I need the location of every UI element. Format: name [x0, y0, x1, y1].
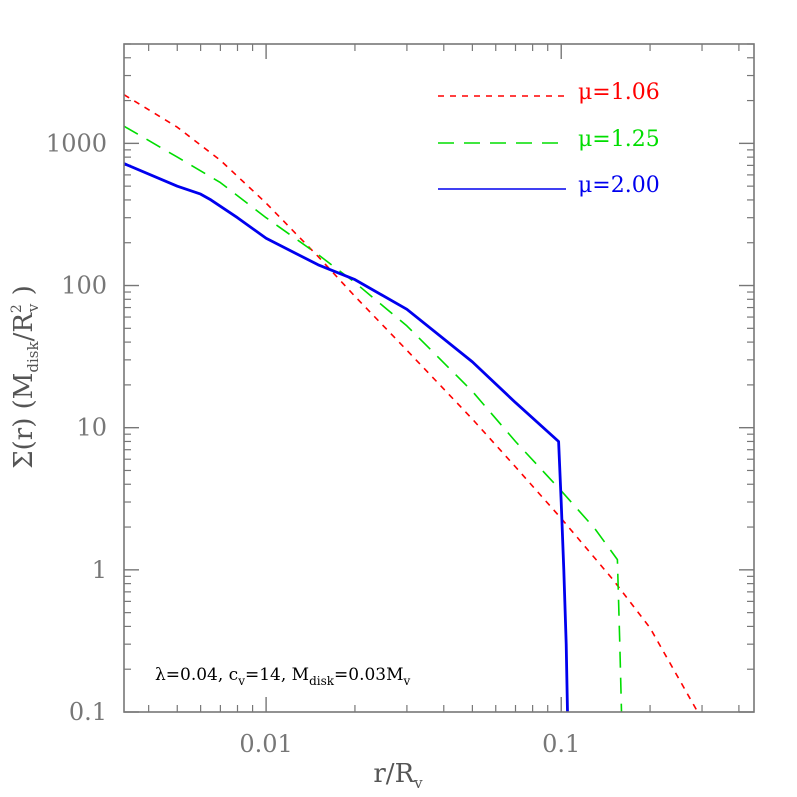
series-lines: [123, 94, 699, 713]
y-tick-label: 0.1: [69, 698, 107, 726]
plot-frame: [123, 43, 755, 713]
x-tick-label: 0.01: [239, 730, 292, 758]
y-tick-labels: 0.1 1 10 100 1000: [46, 129, 107, 726]
y-tick-label: 100: [61, 272, 107, 300]
x-tick-label: 0.1: [542, 730, 580, 758]
y-tick-label: 10: [76, 414, 107, 442]
legend-label-1: μ=1.06: [578, 80, 660, 105]
series-line-2: [123, 125, 623, 713]
y-tick-label: 1000: [46, 129, 107, 157]
legend-label-2: μ=1.25: [578, 127, 660, 152]
parameters-annotation: λ=0.04, cv=14, Mdisk=0.03Mv: [155, 665, 411, 688]
series-line-3: [123, 162, 569, 713]
legend-label-3: μ=2.00: [578, 173, 660, 198]
minor-ticks: [124, 43, 754, 712]
x-tick-labels: 0.01 0.1: [239, 730, 580, 758]
y-axis-label: Σ(r) (Mdisk/R2v ): [9, 285, 42, 469]
major-ticks: [124, 44, 754, 713]
y-tick-label: 1: [92, 556, 107, 584]
legend: μ=1.06 μ=1.25 μ=2.00: [438, 80, 660, 198]
x-axis-label: r/Rv: [373, 759, 423, 792]
